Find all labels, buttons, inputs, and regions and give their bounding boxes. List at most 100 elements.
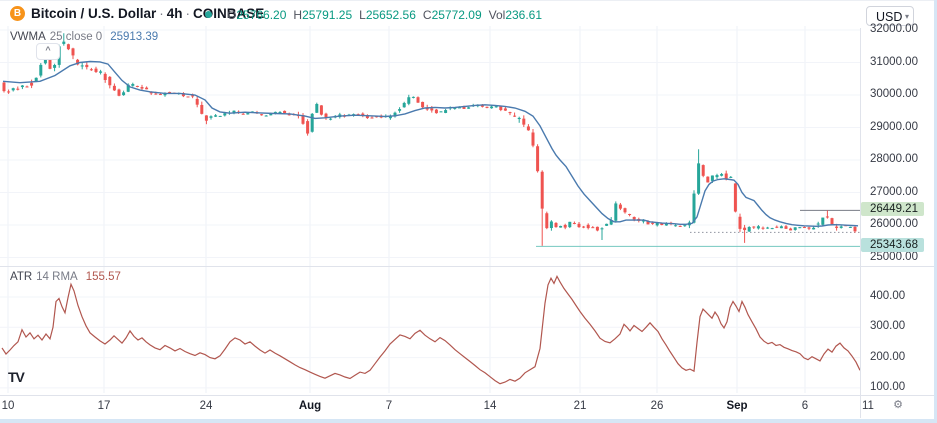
candle-body bbox=[214, 115, 218, 117]
atr-axis-label: 200.00 bbox=[870, 350, 906, 363]
candle-body bbox=[747, 226, 751, 232]
separator-dot: · bbox=[159, 6, 164, 21]
candle-body bbox=[154, 93, 158, 95]
price-axis[interactable]: 32000.00 31000.00 30000.00 29000.00 28000.00… bbox=[861, 23, 937, 395]
atr-axis-label: 400.00 bbox=[870, 290, 906, 302]
candle-body bbox=[729, 176, 733, 178]
candle-body bbox=[490, 106, 494, 109]
axis-settings-gear-icon[interactable]: ⚙ bbox=[893, 399, 903, 411]
candle-body bbox=[287, 114, 291, 116]
candle-body bbox=[241, 113, 245, 115]
atr-legend[interactable]: ATR 14 RMA 155.57 bbox=[10, 271, 121, 283]
candle-body bbox=[163, 93, 167, 96]
candle-body bbox=[416, 97, 420, 103]
candle-body bbox=[646, 221, 650, 225]
time-axis-border bbox=[0, 395, 937, 396]
symbol-title[interactable]: Bitcoin / U.S. Dollar · 4h · COINBASE bbox=[31, 6, 265, 21]
candle-body bbox=[407, 97, 411, 104]
candle-body bbox=[531, 132, 535, 146]
candle-body bbox=[678, 225, 682, 227]
candle-body bbox=[2, 82, 6, 92]
exchange-label: COINBASE bbox=[193, 6, 265, 21]
candle-body bbox=[20, 85, 24, 88]
vwma-legend[interactable]: VWMA 25 close 0 25913.39 bbox=[10, 31, 159, 43]
top-border bbox=[0, 0, 937, 1]
candle-body bbox=[692, 193, 696, 223]
price-axis-label: 26000.00 bbox=[870, 218, 918, 230]
time-axis-label: 17 bbox=[97, 400, 111, 412]
time-axis-label: 21 bbox=[573, 400, 587, 412]
candle-body bbox=[582, 226, 586, 228]
chart-canvas[interactable] bbox=[0, 0, 860, 418]
candle-body bbox=[430, 108, 434, 111]
candle-body bbox=[310, 113, 314, 132]
candle-body bbox=[586, 224, 590, 229]
candle-body bbox=[697, 163, 701, 194]
candle-body bbox=[766, 227, 770, 229]
candle-body bbox=[94, 68, 98, 72]
price-axis-label: 29000.00 bbox=[870, 120, 918, 133]
time-axis-label: Sep bbox=[726, 400, 748, 412]
candle-body bbox=[444, 110, 448, 113]
time-axis[interactable]: ⚙ 10 17 24 Aug 7 14 21 26 Sep 6 11 bbox=[0, 395, 937, 419]
candle-body bbox=[388, 115, 392, 119]
candle-body bbox=[11, 88, 15, 91]
atr-axis-label: 300.00 bbox=[870, 320, 906, 333]
currency-selector-button[interactable]: USD ▾ bbox=[866, 6, 914, 26]
candle-body bbox=[839, 226, 843, 228]
candle-body bbox=[467, 107, 471, 109]
candle-body bbox=[577, 223, 581, 228]
candle-body bbox=[361, 113, 365, 116]
collapse-pane-button[interactable]: ^ bbox=[36, 43, 60, 60]
candle-body bbox=[89, 69, 93, 71]
candle-body bbox=[140, 87, 144, 89]
candle-body bbox=[434, 109, 438, 114]
candle-body bbox=[329, 118, 333, 120]
candle-body bbox=[365, 115, 369, 119]
candle-body bbox=[743, 227, 747, 231]
candle-body bbox=[664, 223, 668, 226]
candle-body bbox=[246, 113, 250, 115]
chart-header: B Bitcoin / U.S. Dollar · 4h · COINBASE O257… bbox=[0, 0, 914, 28]
time-axis-label: 6 bbox=[801, 400, 809, 412]
interval-label: 4h bbox=[166, 6, 183, 21]
candle-body bbox=[135, 85, 139, 87]
candle-body bbox=[16, 88, 20, 90]
candle-body bbox=[591, 227, 595, 229]
candle-body bbox=[181, 93, 185, 97]
tradingview-logo[interactable]: TV bbox=[8, 369, 25, 385]
candle-body bbox=[223, 113, 227, 116]
candle-body bbox=[39, 64, 43, 76]
candle-body bbox=[752, 226, 756, 228]
market-status-dot[interactable] bbox=[205, 11, 212, 18]
pane-divider[interactable] bbox=[0, 266, 937, 267]
candle-body bbox=[108, 76, 112, 86]
candle-body bbox=[301, 115, 305, 124]
price-axis-label: 25000.00 bbox=[870, 250, 918, 263]
candle-body bbox=[770, 228, 774, 230]
candle-body bbox=[494, 106, 498, 108]
candle-body bbox=[513, 115, 517, 117]
candle-body bbox=[779, 226, 783, 229]
window-frame-bottom bbox=[0, 419, 937, 423]
candle-body bbox=[715, 175, 719, 178]
candle-body bbox=[315, 103, 319, 113]
candle-body bbox=[526, 126, 530, 131]
candle-body bbox=[793, 227, 797, 230]
atr-line bbox=[1, 275, 860, 385]
atr-axis-label: 100.00 bbox=[870, 380, 906, 393]
candle-body bbox=[393, 112, 397, 117]
candle-body bbox=[738, 216, 742, 229]
candle-body bbox=[204, 115, 208, 121]
vwma-line bbox=[2, 60, 859, 228]
ohlc-readout: O25766.20 H25791.25 L25652.56 C25772.09 Vol2… bbox=[227, 8, 543, 22]
price-axis-border bbox=[860, 28, 861, 418]
candle-body bbox=[186, 96, 190, 98]
candle-body bbox=[683, 225, 687, 227]
candle-body bbox=[600, 228, 604, 230]
candle-body bbox=[701, 165, 705, 176]
bitcoin-icon: B bbox=[10, 6, 25, 21]
candle-body bbox=[149, 92, 153, 94]
candle-body bbox=[789, 228, 793, 231]
